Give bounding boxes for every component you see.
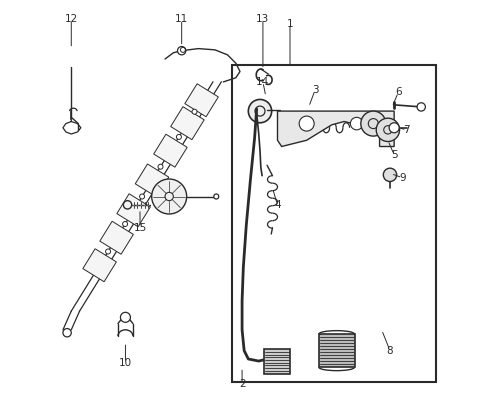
Circle shape <box>389 123 399 133</box>
Circle shape <box>376 118 399 142</box>
Text: 5: 5 <box>391 150 397 160</box>
Polygon shape <box>171 107 204 140</box>
Polygon shape <box>154 134 187 167</box>
Text: 12: 12 <box>65 15 78 24</box>
Circle shape <box>140 194 144 199</box>
Circle shape <box>63 329 71 337</box>
Text: 7: 7 <box>403 125 410 135</box>
Circle shape <box>248 99 272 123</box>
Circle shape <box>152 179 187 214</box>
Circle shape <box>361 111 386 136</box>
Text: 4: 4 <box>274 200 281 210</box>
Text: 13: 13 <box>256 15 270 24</box>
Polygon shape <box>277 111 394 146</box>
Text: 11: 11 <box>175 15 188 24</box>
Polygon shape <box>83 249 116 282</box>
Circle shape <box>417 103 425 111</box>
Polygon shape <box>185 84 218 117</box>
Polygon shape <box>264 349 290 374</box>
Text: 14: 14 <box>256 77 270 87</box>
Text: 8: 8 <box>387 346 393 356</box>
Bar <box>232 65 436 382</box>
Text: 9: 9 <box>399 173 406 183</box>
Circle shape <box>122 222 128 227</box>
Circle shape <box>120 312 131 322</box>
Polygon shape <box>135 164 169 197</box>
Text: 2: 2 <box>239 379 245 389</box>
Circle shape <box>177 135 181 140</box>
Circle shape <box>384 168 396 181</box>
Polygon shape <box>100 221 133 254</box>
Text: 6: 6 <box>395 87 402 97</box>
Circle shape <box>299 116 314 131</box>
Text: 1: 1 <box>287 19 293 28</box>
Circle shape <box>158 164 163 169</box>
Polygon shape <box>319 334 355 367</box>
Circle shape <box>178 46 186 55</box>
Text: 3: 3 <box>312 85 318 95</box>
Circle shape <box>214 194 219 199</box>
Text: 10: 10 <box>119 358 132 368</box>
Circle shape <box>377 121 387 131</box>
Circle shape <box>192 109 197 114</box>
Text: 15: 15 <box>133 223 146 233</box>
Polygon shape <box>117 194 150 227</box>
Circle shape <box>106 249 110 254</box>
Circle shape <box>350 117 363 130</box>
